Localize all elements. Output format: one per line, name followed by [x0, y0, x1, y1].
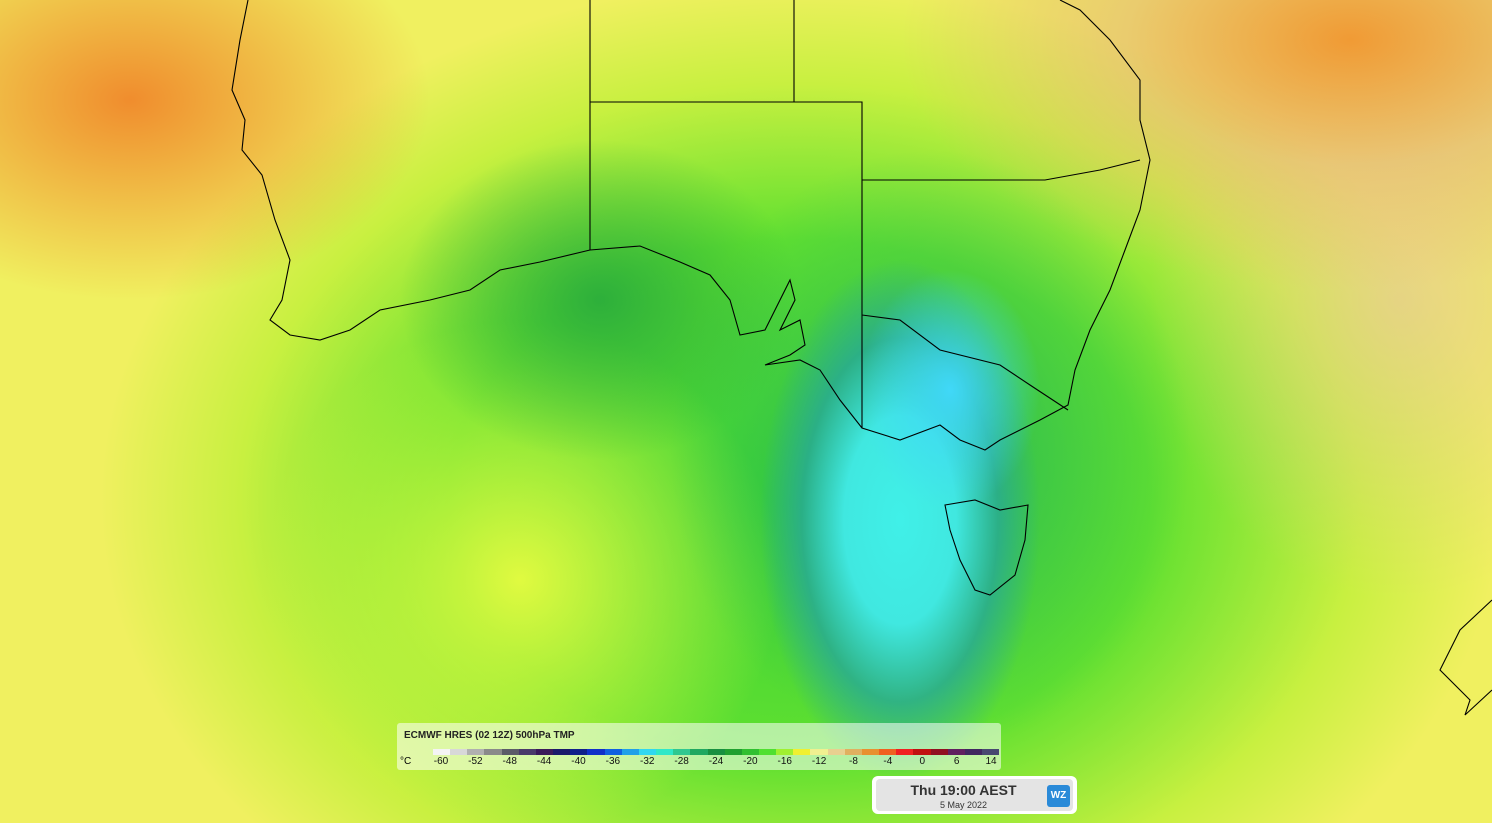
legend-tick-label: -24	[708, 756, 724, 767]
time-panel: Thu 19:00 AEST 5 May 2022 WZ	[872, 776, 1077, 814]
coastline	[231, 0, 1151, 451]
color-swatch	[518, 749, 536, 755]
color-swatch	[587, 749, 605, 755]
legend-tick-label: -48	[502, 756, 517, 767]
color-swatch	[776, 749, 794, 755]
time-label: Thu 19:00 AEST	[910, 782, 1017, 798]
color-swatch	[707, 749, 725, 755]
legend-tick-label: 14	[985, 756, 997, 767]
color-swatch	[741, 749, 759, 755]
coastline	[1439, 599, 1492, 716]
color-swatch	[433, 749, 451, 755]
legend-tick-label: -20	[743, 756, 758, 767]
color-swatch	[947, 749, 965, 755]
color-swatch	[553, 749, 571, 755]
coastline	[944, 499, 1029, 596]
color-swatch	[467, 749, 485, 755]
legend-tick-label: -4	[883, 756, 893, 767]
logo[interactable]: WZ	[1047, 785, 1070, 807]
color-swatch	[896, 749, 914, 755]
legend-tick-label: -40	[571, 756, 586, 767]
color-swatch	[484, 749, 502, 755]
color-swatch	[861, 749, 880, 755]
legend-tick-label: -32	[640, 756, 655, 767]
color-swatch	[638, 749, 657, 755]
legend-tick-label: -12	[811, 756, 827, 767]
color-swatch	[810, 749, 828, 755]
legend-tick-label: -52	[468, 756, 483, 767]
legend-tick-label: -28	[674, 756, 689, 767]
color-swatch	[827, 749, 845, 755]
legend-tick-label: -60	[433, 756, 449, 767]
legend-title: ECMWF HRES (02 12Z) 500hPa TMP	[404, 730, 575, 741]
color-bar	[433, 749, 1000, 755]
legend-tick-label: -16	[777, 756, 792, 767]
legend-tick-label: 0	[919, 756, 926, 767]
color-swatch	[879, 749, 897, 755]
legend-tick-label: -44	[536, 756, 552, 767]
legend-unit: °C	[400, 756, 412, 767]
state-border	[589, 0, 1141, 428]
color-swatch	[844, 749, 862, 755]
color-swatch	[501, 749, 519, 755]
time-date: 5 May 2022	[939, 800, 988, 810]
color-swatch	[656, 749, 674, 755]
color-swatch	[570, 749, 588, 755]
color-swatch	[913, 749, 931, 755]
legend-tick-label: -36	[605, 756, 621, 767]
color-swatch	[758, 749, 777, 755]
color-swatch	[982, 749, 1000, 755]
color-swatch	[793, 749, 811, 755]
color-swatch	[964, 749, 982, 755]
color-swatch	[450, 749, 468, 755]
color-swatch	[690, 749, 708, 755]
color-swatch	[724, 749, 742, 755]
color-swatch	[621, 749, 639, 755]
color-swatch	[604, 749, 622, 755]
legend: ECMWF HRES (02 12Z) 500hPa TMP °C -60 -52…	[397, 723, 1001, 770]
color-swatch	[930, 749, 948, 755]
color-swatch	[535, 749, 554, 755]
time-box: Thu 19:00 AEST 5 May 2022 WZ	[876, 779, 1073, 811]
legend-tick-label: 6	[953, 756, 960, 767]
color-swatch	[673, 749, 691, 755]
legend-tick-label: -8	[849, 756, 858, 767]
legend-ticks: -60 -52 -48 -44 -40 -36 -32 -28 -24 -20 -16 -12 -8 -4…	[433, 756, 999, 768]
